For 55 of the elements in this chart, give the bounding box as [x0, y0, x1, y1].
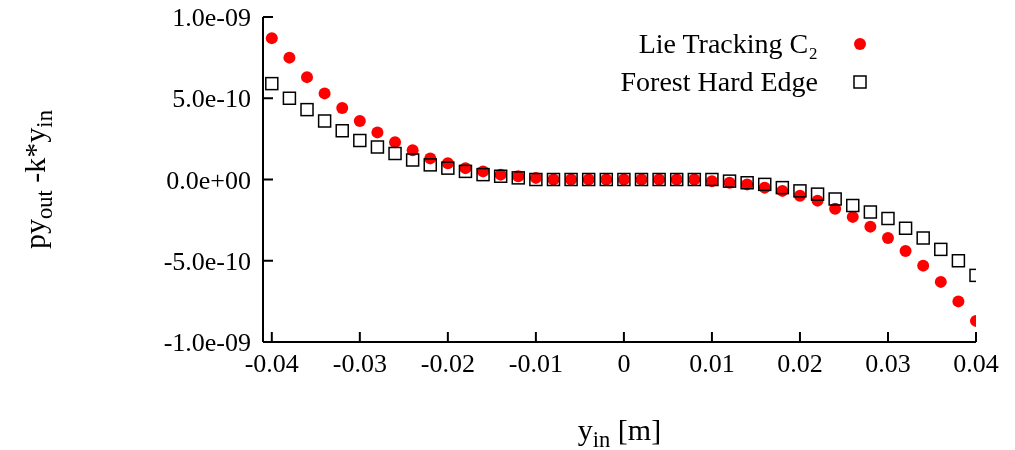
point: [934, 275, 947, 288]
point: [388, 146, 402, 161]
x-tick-label: -0.02: [420, 349, 475, 379]
x-tick-label: 0.03: [865, 349, 911, 379]
y-tick-label: 5.0e-10: [172, 84, 251, 114]
point: [810, 187, 825, 201]
point: [370, 140, 385, 154]
point: [317, 114, 332, 128]
point: [265, 32, 278, 45]
point: [898, 221, 913, 235]
point: [283, 51, 296, 64]
point: [301, 71, 314, 84]
x-tick-label: 0.04: [953, 349, 999, 379]
point: [476, 167, 490, 182]
x-tick-label: -0.01: [508, 349, 563, 379]
point: [863, 205, 878, 219]
point: [916, 231, 930, 245]
point: [757, 177, 772, 192]
point: [389, 136, 402, 149]
point: [846, 198, 860, 213]
point: [282, 91, 297, 105]
point: [793, 184, 807, 198]
x-tick-label: 0: [617, 349, 631, 379]
x-axis-title: y$_{in}$ [m]: [577, 413, 662, 450]
point: [371, 126, 384, 139]
legend-label: Lie Tracking C₂: [638, 28, 818, 60]
point: [775, 180, 790, 195]
point: [934, 242, 948, 257]
point: [405, 153, 420, 167]
x-tick-label: -0.03: [332, 349, 387, 379]
x-tick-label: 0.02: [777, 349, 823, 379]
point: [353, 115, 366, 127]
point: [881, 211, 895, 226]
y-tick-label: -1.0e-09: [163, 328, 251, 358]
point: [441, 161, 455, 175]
y-tick-label: -5.0e-10: [163, 246, 251, 276]
point: [864, 220, 877, 233]
point: [952, 295, 965, 308]
y-tick-label: 0.0e+00: [166, 165, 251, 195]
point: [265, 76, 279, 91]
point: [899, 245, 912, 257]
point: [300, 102, 314, 117]
point: [951, 254, 966, 268]
x-tick-label: 0.01: [689, 349, 735, 379]
point: [917, 259, 930, 272]
point: [458, 164, 473, 179]
point: [828, 192, 842, 206]
point: [318, 87, 331, 100]
legend-label: Forest Hard Edge: [620, 66, 818, 98]
point: [881, 232, 894, 244]
point: [336, 102, 349, 114]
point: [335, 124, 349, 138]
point: [353, 133, 367, 148]
point: [423, 158, 437, 172]
y-tick-label: 1.0e-09: [172, 3, 251, 33]
